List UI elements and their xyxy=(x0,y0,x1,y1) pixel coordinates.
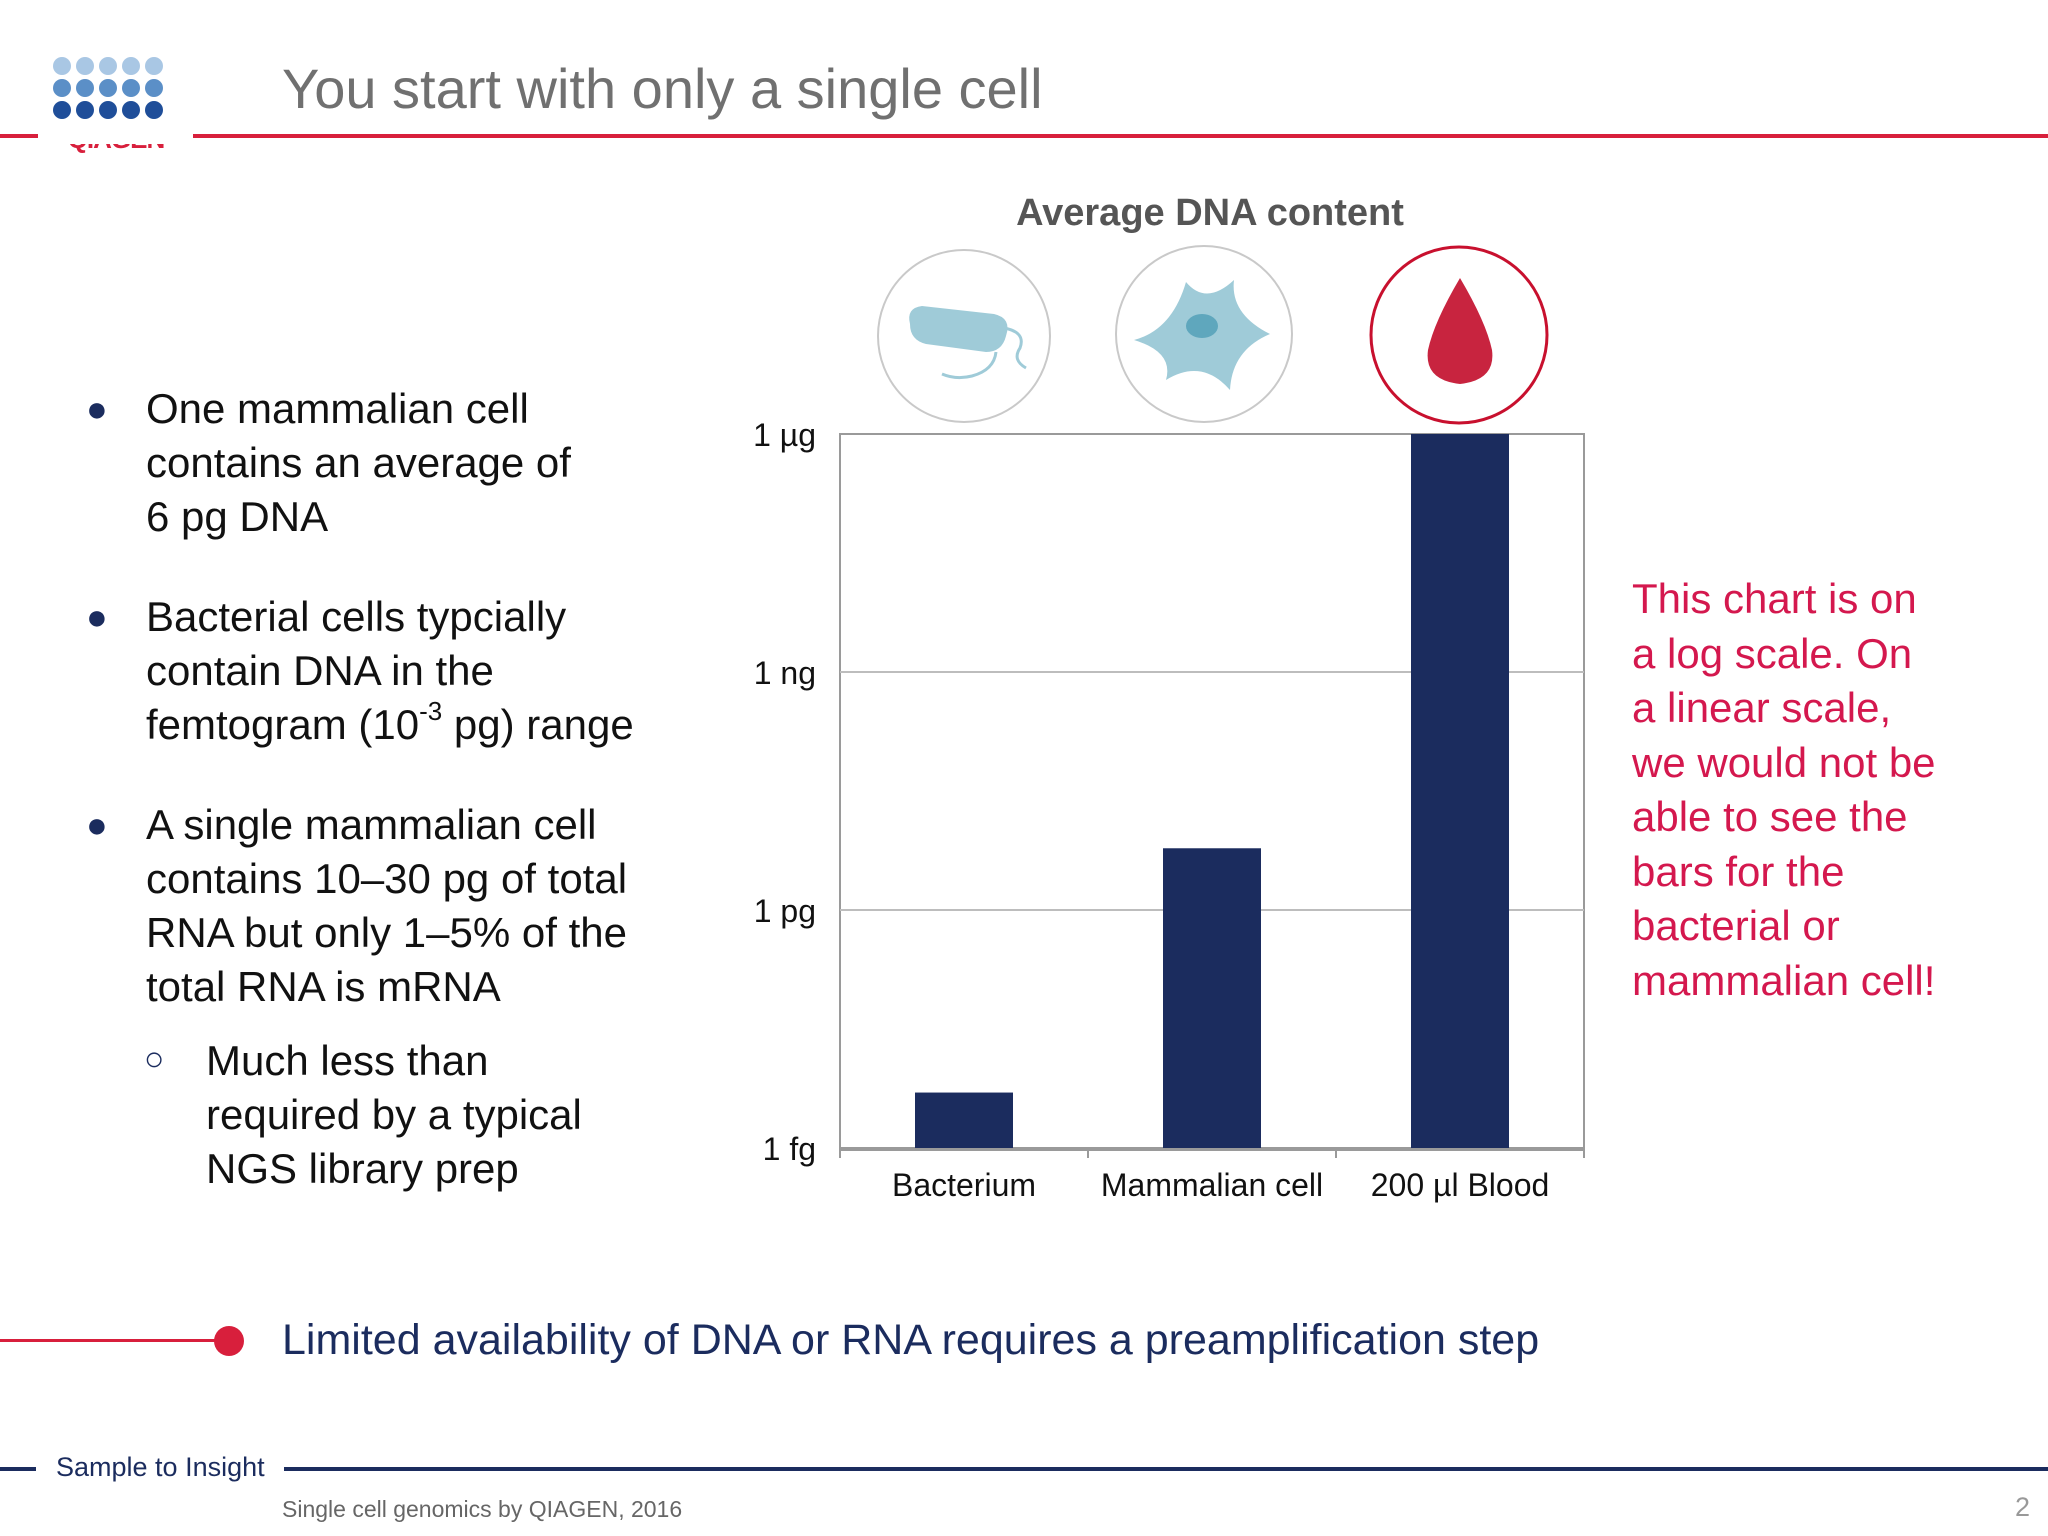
mammalian-cell-icon xyxy=(1114,244,1294,424)
message-dot-icon xyxy=(214,1326,244,1356)
logo-dots-icon xyxy=(53,57,163,119)
sub-bullet-item: ○ Much less than required by a typical N… xyxy=(80,1034,720,1196)
y-tick-label: 1 µg xyxy=(753,417,816,453)
bullet-line: total RNA is mRNA xyxy=(146,963,501,1010)
bullet-dot-icon: ● xyxy=(86,596,108,637)
key-message: Limited availability of DNA or RNA requi… xyxy=(282,1316,1540,1364)
bacterium-icon xyxy=(876,248,1052,424)
bullet-item: ● Bacterial cells typcially contain DNA … xyxy=(80,590,720,752)
bullet-list: ● One mammalian cell contains an average… xyxy=(80,382,720,1242)
bullet-line: contains 10–30 pg of total xyxy=(146,855,628,902)
bullet-line: A single mammalian cell xyxy=(146,801,597,848)
header-divider xyxy=(0,134,2048,138)
bullet-line: RNA but only 1–5% of the xyxy=(146,909,627,956)
bar xyxy=(1411,434,1509,1148)
bullet-line: One mammalian cell xyxy=(146,385,529,432)
bullet-line: contains an average of xyxy=(146,439,571,486)
bullet-item: ● A single mammalian cell contains 10–30… xyxy=(80,798,720,1014)
blood-drop-icon xyxy=(1368,244,1550,426)
x-tick-label: Bacterium xyxy=(892,1167,1036,1203)
bullet-text: pg) range xyxy=(442,701,634,748)
header-divider-gap xyxy=(38,128,193,144)
note-line: mammalian cell! xyxy=(1632,956,1936,1004)
exponent: -3 xyxy=(419,696,443,726)
note-line: a linear scale, xyxy=(1632,684,1892,731)
footer-divider-gap xyxy=(36,1460,284,1478)
footer-source: Single cell genomics by QIAGEN, 2016 xyxy=(282,1496,683,1522)
x-tick-label: Mammalian cell xyxy=(1101,1167,1323,1203)
bullet-line: required by a typical xyxy=(206,1091,582,1138)
bullet-dot-icon: ● xyxy=(86,804,108,845)
log-scale-note: This chart is on a log scale. On a linea… xyxy=(1632,572,1992,1008)
x-tick-label: 200 µl Blood xyxy=(1371,1167,1550,1203)
bullet-text: femtogram (10 xyxy=(146,701,420,748)
note-line: bacterial or xyxy=(1632,902,1840,949)
bullet-dot-icon: ● xyxy=(86,388,108,429)
bar xyxy=(915,1092,1013,1148)
note-line: we would not be xyxy=(1632,738,1936,786)
y-tick-label: 1 fg xyxy=(763,1131,816,1167)
y-tick-label: 1 pg xyxy=(754,893,816,929)
bullet-line: femtogram (10-3 pg) range xyxy=(146,698,720,752)
bullet-line: NGS library prep xyxy=(206,1145,519,1192)
bullet-line: Bacterial cells typcially xyxy=(146,593,567,640)
bullet-item: ● One mammalian cell contains an average… xyxy=(80,382,720,544)
chart-title: Average DNA content xyxy=(1016,192,1404,234)
note-line: able to see the xyxy=(1632,793,1908,840)
message-connector-line xyxy=(0,1339,230,1342)
bar xyxy=(1163,848,1261,1148)
sub-bullet-circle-icon: ○ xyxy=(144,1040,165,1078)
page-number: 2 xyxy=(2014,1492,2030,1522)
footer-tagline: Sample to Insight xyxy=(56,1452,265,1482)
footer-divider xyxy=(0,1467,2048,1471)
bullet-line: 6 pg DNA xyxy=(146,493,329,540)
note-line: a log scale. On xyxy=(1632,629,1913,677)
bullet-line: contain DNA in the xyxy=(146,647,494,694)
note-line: bars for the xyxy=(1632,847,1845,895)
bullet-line: Much less than xyxy=(206,1037,489,1084)
note-line: This chart is on xyxy=(1632,575,1917,622)
y-tick-label: 1 ng xyxy=(754,655,816,691)
slide-title: You start with only a single cell xyxy=(282,57,1043,120)
